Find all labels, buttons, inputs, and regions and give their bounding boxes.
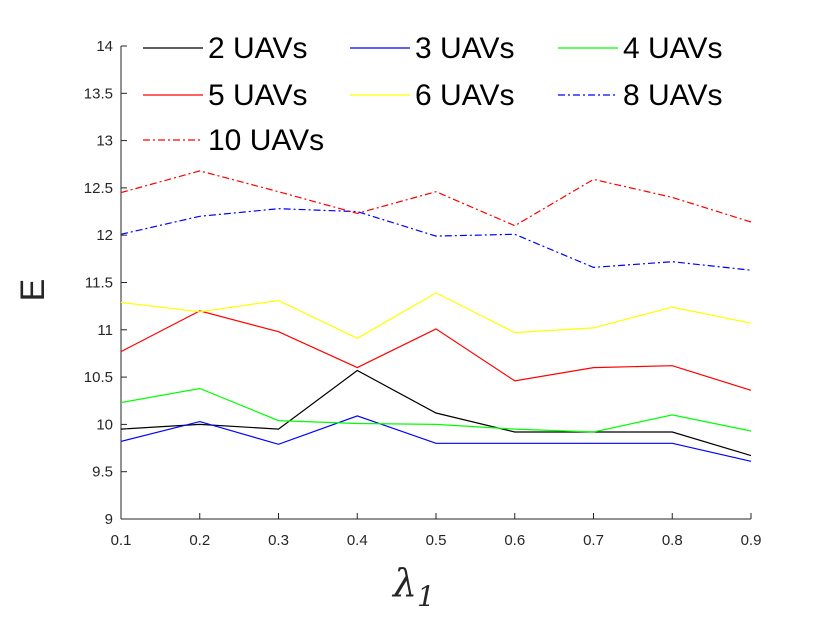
legend-label: 5 UAVs [208, 79, 307, 112]
legend-label: 3 UAVs [415, 32, 514, 65]
y-tick-label: 10 [96, 416, 113, 433]
x-tick-label: 0.3 [268, 532, 289, 549]
y-axis: 9 9.5 10 10.5 11 11.5 12 12.5 13 13.5 14 [84, 38, 127, 528]
y-tick-label: 11.5 [85, 275, 113, 292]
legend: 2 UAVs 3 UAVs 4 UAVs 5 UAVs 6 UAVs 8 UAVs 10 U… [143, 32, 722, 157]
series-line-5-uavs [120, 310, 752, 391]
y-tick-label: 13.5 [84, 85, 113, 102]
series-lines [120, 170, 752, 462]
x-tick-label: 0.4 [347, 532, 368, 549]
legend-label: 6 UAVs [415, 79, 514, 112]
legend-label: 8 UAVs [623, 79, 722, 112]
x-axis-label: λ1 [391, 561, 435, 613]
x-tick-label: 0.8 [662, 532, 683, 549]
series-line-8-uavs [120, 208, 752, 271]
y-tick-label: 10.5 [84, 369, 113, 386]
x-tick-label: 0.1 [111, 532, 132, 549]
x-axis-label-symbol: λ [391, 561, 417, 605]
x-tick-label: 0.2 [189, 532, 210, 549]
y-tick-label: 14 [96, 38, 113, 55]
legend-label: 2 UAVs [208, 32, 307, 65]
plot-area [120, 46, 751, 520]
x-tick-label: 0.6 [504, 532, 525, 549]
legend-label: 4 UAVs [623, 32, 722, 65]
y-tick-label: 12 [96, 227, 113, 244]
series-line-6-uavs [120, 292, 752, 339]
series-line-2-uavs [120, 369, 752, 457]
y-tick-label: 9 [105, 511, 113, 528]
y-tick-label: 12.5 [84, 180, 113, 197]
series-line-10-uavs [120, 170, 752, 227]
x-axis: 0.1 0.2 0.3 0.4 0.5 0.6 0.7 0.8 0.9 [111, 513, 762, 549]
x-tick-label: 0.5 [426, 532, 447, 549]
x-tick-label: 0.9 [741, 532, 762, 549]
y-axis-label: E [14, 279, 52, 302]
legend-label: 10 UAVs [208, 124, 324, 157]
series-line-4-uavs [120, 387, 752, 433]
x-axis-label-subscript: 1 [417, 580, 435, 613]
y-tick-label: 11 [97, 322, 113, 339]
y-tick-label: 13 [96, 133, 113, 150]
series-line-3-uavs [120, 415, 752, 462]
y-tick-label: 9.5 [92, 464, 113, 481]
x-tick-label: 0.7 [583, 532, 604, 549]
